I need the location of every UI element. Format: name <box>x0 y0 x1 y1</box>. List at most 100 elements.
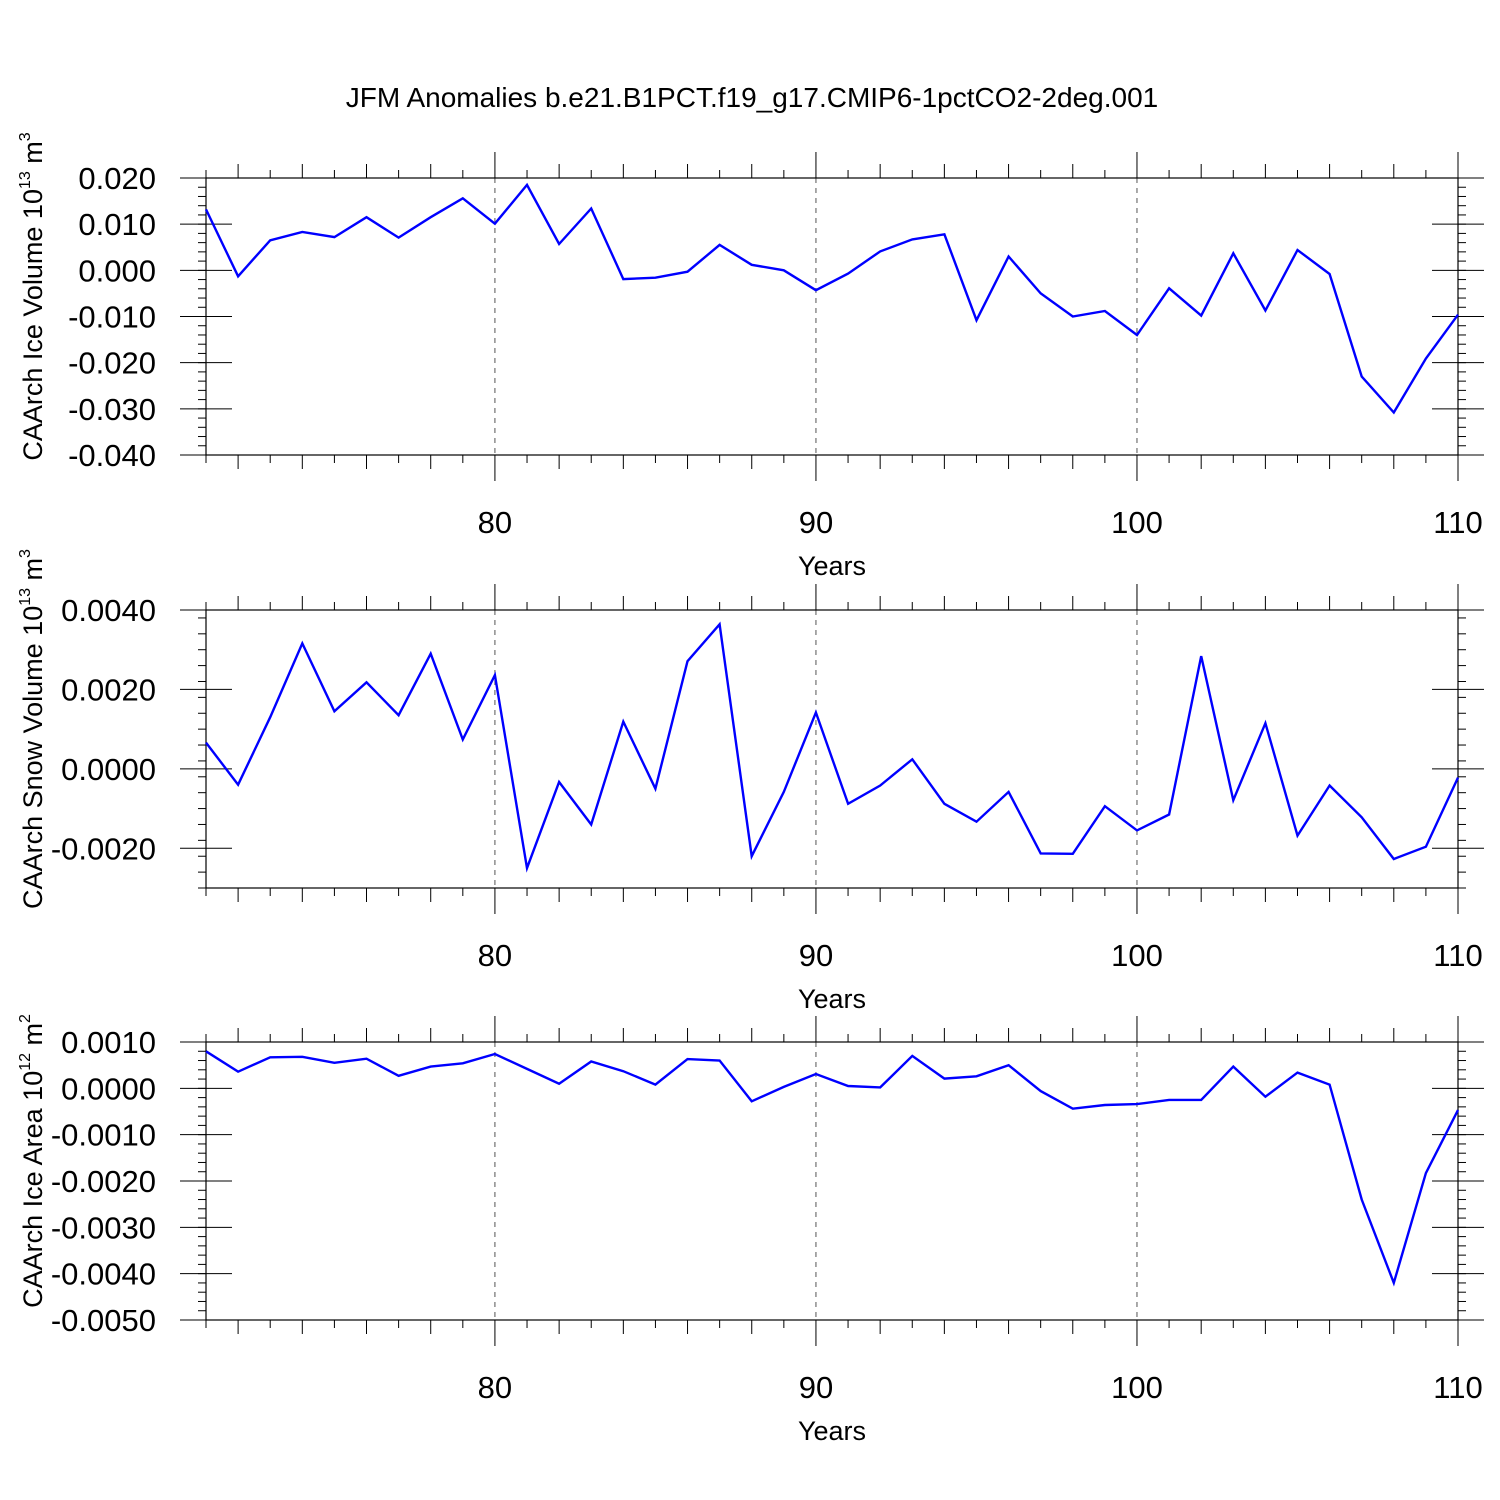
data-point-82 <box>557 780 561 784</box>
data-point-89 <box>782 1085 786 1089</box>
data-point-71 <box>204 1049 208 1053</box>
y-tick-label: 0.0040 <box>61 593 156 628</box>
data-point-80 <box>493 1052 497 1056</box>
chart-panels: 0.020 0.010 0.000 -0.010 -0.020 -0.030 -0.040 8… <box>17 132 1484 1446</box>
y-tick-label: 0.0010 <box>61 1025 156 1060</box>
y-axis-label-exponent: 13 <box>17 588 34 606</box>
x-tick-label: 110 <box>1433 938 1482 973</box>
data-point-99 <box>1103 804 1107 808</box>
y-tick-label: -0.0020 <box>51 831 156 866</box>
data-point-83 <box>589 1059 593 1063</box>
data-point-109 <box>1424 845 1428 849</box>
y-tick-label: -0.030 <box>68 392 156 427</box>
data-point-95 <box>974 1074 978 1078</box>
x-tick-label: 110 <box>1433 1370 1482 1405</box>
data-point-72 <box>236 274 240 278</box>
data-point-88 <box>750 854 754 858</box>
x-tick-label: 100 <box>1111 938 1163 973</box>
y-tick-label: -0.0020 <box>51 1164 156 1199</box>
data-point-76 <box>365 1057 369 1061</box>
data-point-99 <box>1103 1103 1107 1107</box>
y-axis-label-unit-exponent: 2 <box>17 1014 34 1023</box>
data-point-110 <box>1456 1108 1460 1112</box>
y-tick-label: 0.020 <box>78 161 156 196</box>
y-axis-label-exponent: 12 <box>17 1053 34 1071</box>
data-point-96 <box>1007 254 1011 258</box>
data-point-107 <box>1360 1198 1364 1202</box>
x-tick-label: 90 <box>799 938 833 973</box>
plot-frame <box>205 177 1459 456</box>
data-point-93 <box>910 1054 914 1058</box>
y-axis-label: CAArch Snow Volume 1013 m3 <box>17 549 48 909</box>
data-point-91 <box>846 272 850 276</box>
data-point-79 <box>461 737 465 741</box>
data-point-92 <box>878 1085 882 1089</box>
data-point-108 <box>1392 1281 1396 1285</box>
y-tick-label: -0.0050 <box>51 1303 156 1338</box>
data-point-106 <box>1328 272 1332 276</box>
data-point-80 <box>493 673 497 677</box>
data-point-81 <box>525 1067 529 1071</box>
data-point-95 <box>974 820 978 824</box>
series-line <box>205 1050 1460 1287</box>
data-point-105 <box>1295 1071 1299 1075</box>
y-axis-label-text: CAArch Ice Volume 10 <box>18 189 48 461</box>
x-tick-label: 90 <box>799 1370 833 1405</box>
data-point-75 <box>332 1061 336 1065</box>
data-point-105 <box>1295 248 1299 252</box>
y-tick-label: -0.040 <box>68 438 156 473</box>
data-point-84 <box>621 1069 625 1073</box>
data-point-90 <box>814 1072 818 1076</box>
data-point-72 <box>236 783 240 787</box>
data-point-87 <box>718 243 722 247</box>
data-point-87 <box>718 1059 722 1063</box>
data-point-98 <box>1071 852 1075 856</box>
y-axis-label-text: CAArch Snow Volume 10 <box>18 606 48 909</box>
data-point-107 <box>1360 815 1364 819</box>
data-point-101 <box>1167 286 1171 290</box>
x-axis-label: Years <box>798 551 866 581</box>
data-point-101 <box>1167 813 1171 817</box>
x-tick-label: 100 <box>1111 1370 1163 1405</box>
data-point-86 <box>686 659 690 663</box>
data-point-94 <box>942 802 946 806</box>
y-tick-label: 0.0000 <box>61 752 156 787</box>
data-point-103 <box>1231 1065 1235 1069</box>
series-line <box>205 621 1460 873</box>
data-point-71 <box>204 741 208 745</box>
data-point-78 <box>429 652 433 656</box>
plot-frame <box>205 609 1459 889</box>
data-point-81 <box>525 866 529 870</box>
series-line <box>204 182 1459 415</box>
x-tick-label: 90 <box>799 505 833 540</box>
data-point-73 <box>268 715 272 719</box>
data-point-75 <box>332 709 336 713</box>
data-point-102 <box>1199 654 1203 658</box>
data-point-109 <box>1424 1171 1428 1175</box>
data-point-86 <box>686 1057 690 1061</box>
data-point-79 <box>461 196 465 200</box>
y-tick-label: -0.0030 <box>51 1210 156 1245</box>
y-axis-label: CAArch Ice Area 1012 m2 <box>17 1014 48 1308</box>
data-point-74 <box>300 1055 304 1059</box>
data-point-95 <box>974 318 978 322</box>
data-point-106 <box>1328 784 1332 788</box>
data-point-94 <box>942 1077 946 1081</box>
data-point-105 <box>1295 834 1299 838</box>
data-point-96 <box>1007 790 1011 794</box>
data-point-85 <box>653 787 657 791</box>
data-point-101 <box>1167 1098 1171 1102</box>
data-point-97 <box>1039 851 1043 855</box>
y-axis-label-unit-exponent: 3 <box>17 549 34 558</box>
data-point-110 <box>1456 313 1460 317</box>
y-axis-label-text: CAArch Ice Area 10 <box>18 1071 48 1308</box>
data-point-96 <box>1007 1063 1011 1067</box>
data-point-83 <box>589 206 593 210</box>
y-tick-label: -0.0010 <box>51 1118 156 1153</box>
data-point-80 <box>493 222 497 226</box>
data-point-94 <box>942 232 946 236</box>
x-tick-label: 80 <box>478 1370 512 1405</box>
data-point-89 <box>782 268 786 272</box>
data-point-82 <box>557 1082 561 1086</box>
